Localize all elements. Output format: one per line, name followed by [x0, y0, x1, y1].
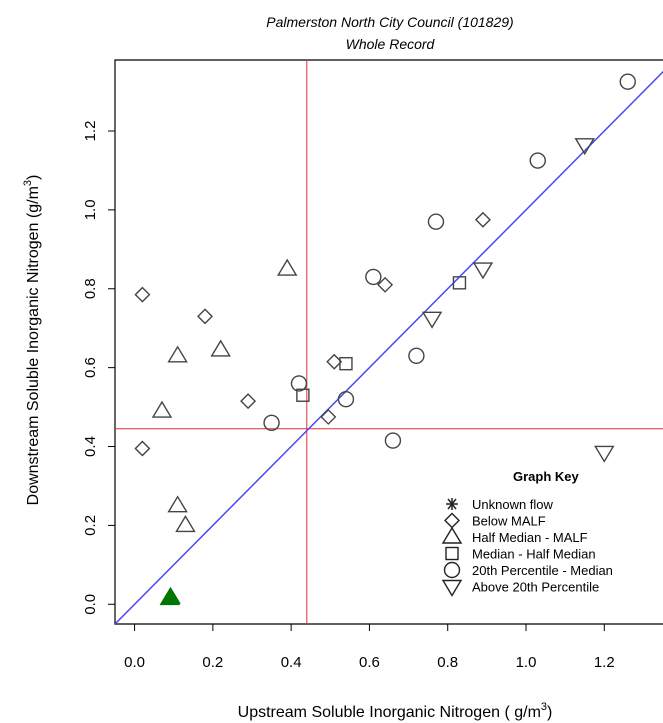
x-tick-label: 1.2 [594, 654, 615, 671]
data-point-triangle-up [151, 400, 173, 418]
x-tick-label: 0.6 [359, 654, 380, 671]
axis-ticks: 0.0 0.2 0.4 0.6 0.8 1.0 1.2 0.0 0.2 0.4 0.6 0.8 1.0 1… [82, 121, 615, 671]
plot-frame [114, 59, 663, 625]
data-point-diamond [240, 393, 257, 410]
series-triangle-up [151, 258, 298, 533]
series-circle [263, 73, 636, 449]
x-tick-label: 0.8 [437, 654, 458, 671]
series-diamond [134, 211, 491, 457]
x-axis-label-sup: 3 [541, 701, 547, 713]
data-point-circle [529, 152, 546, 169]
x-tick-label: 0.0 [124, 654, 145, 671]
data-point-circle [427, 213, 445, 230]
data-point-circle [337, 390, 355, 408]
data-point-circle [263, 414, 280, 432]
legend-marker-diamond [444, 512, 460, 529]
legend-marker-triangle-up [441, 526, 463, 544]
data-point-triangle-down [421, 311, 443, 329]
y-axis-label-text: Downstream Soluble Inorganic Nitrogen (g… [25, 186, 42, 505]
data-point-circle [290, 375, 308, 392]
data-point-circle [384, 432, 402, 449]
x-axis-label-text: Upstream Soluble Inorganic Nitrogen ( g/… [238, 704, 541, 721]
data-point-diamond [474, 211, 491, 228]
data-point-diamond [134, 286, 151, 303]
data-point-triangle-down [472, 262, 494, 280]
data-point-circle [365, 268, 382, 286]
legend-entry-label: Above 20th Percentile [472, 580, 599, 595]
legend-marker-asterisk [446, 498, 458, 510]
legend-entry-label: Unknown flow [472, 497, 554, 512]
y-axis-label-sup: 3 [22, 180, 34, 186]
legend-entry-label: Below MALF [472, 514, 546, 529]
y-tick-label: 0.2 [82, 515, 99, 536]
data-point-diamond [326, 353, 343, 370]
x-axis-label: Upstream Soluble Inorganic Nitrogen ( g/… [238, 701, 553, 721]
data-point-diamond [377, 276, 394, 293]
legend-entry-label: Half Median - MALF [472, 530, 588, 545]
legend-marker-square [445, 546, 459, 561]
legend-entry-label: Median - Half Median [472, 547, 596, 562]
chart-title: Palmerston North City Council (101829) [266, 14, 513, 30]
legend-title: Graph Key [513, 469, 580, 484]
data-point-triangle-down [594, 445, 615, 463]
data-point-diamond [320, 408, 337, 425]
data-point-diamond [197, 308, 214, 325]
data-point-diamond [134, 440, 151, 457]
legend-marker-triangle-down [441, 579, 463, 597]
legend-marker-circle [443, 561, 461, 579]
y-axis-label-end: ) [25, 175, 42, 180]
legend-entry-label: 20th Percentile - Median [472, 563, 613, 578]
x-tick-label: 1.0 [516, 654, 537, 671]
highlight-point [160, 586, 181, 604]
data-point-triangle-up [167, 495, 188, 513]
data-point-triangle-up [276, 258, 298, 276]
one-to-one-line [115, 70, 663, 624]
chart-subtitle: Whole Record [346, 36, 436, 52]
x-axis-label-end: ) [547, 704, 552, 721]
x-tick-label: 0.4 [281, 654, 302, 671]
y-axis-label: Downstream Soluble Inorganic Nitrogen (g… [22, 175, 42, 506]
data-point-circle [408, 347, 425, 365]
y-tick-label: 0.8 [82, 278, 99, 299]
data-point-square [452, 276, 467, 290]
y-tick-label: 0.6 [82, 357, 99, 378]
data-point-triangle-up [175, 515, 196, 533]
y-tick-label: 1.2 [82, 121, 99, 142]
y-tick-label: 0.4 [82, 436, 99, 457]
reference-lines [115, 60, 663, 624]
data-point-circle [619, 73, 636, 90]
data-point-triangle-up [167, 345, 188, 363]
highlight-points [159, 586, 181, 606]
data-point-triangle-up [210, 339, 231, 357]
y-tick-label: 0.0 [82, 594, 99, 615]
series-triangle-down [421, 138, 615, 463]
plot-area [114, 59, 663, 625]
data-point-triangle-down [574, 138, 595, 156]
x-tick-label: 0.2 [202, 654, 223, 671]
y-tick-label: 1.0 [82, 199, 99, 220]
data-point-square [339, 356, 353, 371]
